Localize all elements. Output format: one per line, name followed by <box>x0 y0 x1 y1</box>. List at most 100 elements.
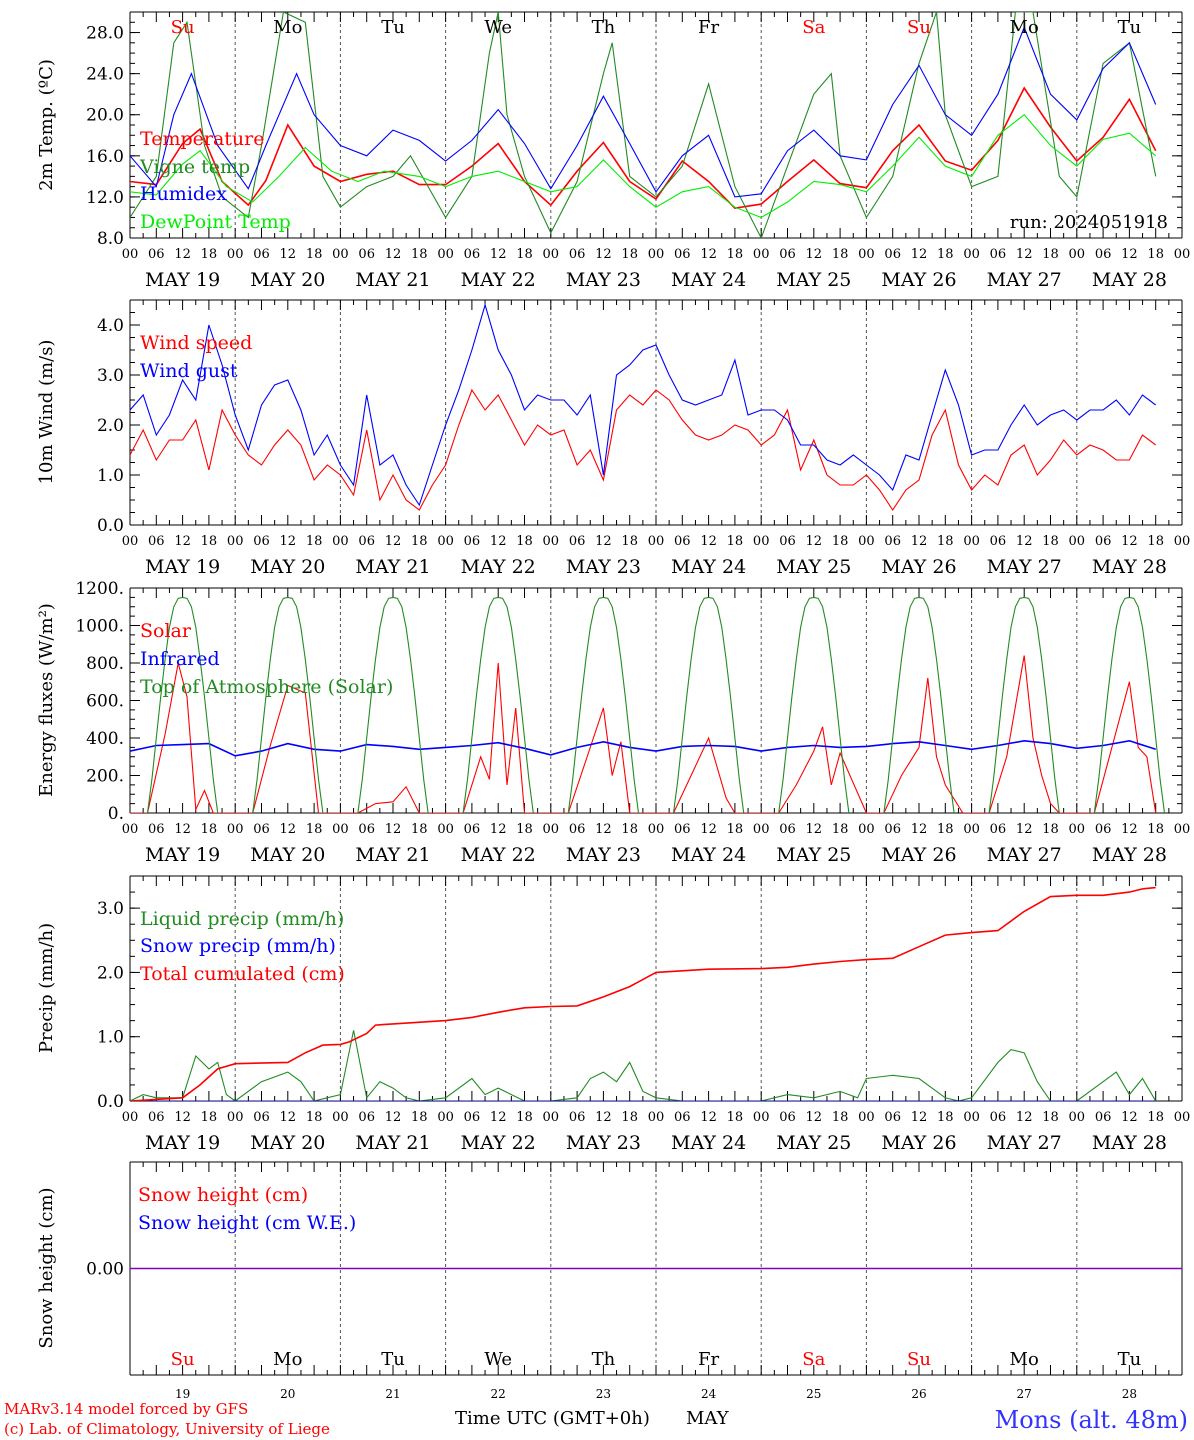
x-tick-label: 06 <box>148 247 165 262</box>
y-tick-label: 1000. <box>75 617 124 637</box>
x-tick-label: 18 <box>411 1110 428 1125</box>
x-tick-label: 00 <box>437 247 454 262</box>
x-tick-label: 12 <box>280 534 297 549</box>
x-tick-label: 00 <box>1069 247 1086 262</box>
x-tick-label: 06 <box>779 822 796 837</box>
x-tick-label: 06 <box>464 534 481 549</box>
date-label: MAY 19 <box>145 269 220 291</box>
legend-entry: Top of Atmosphere (Solar) <box>140 676 393 698</box>
x-tick-label: 06 <box>464 822 481 837</box>
station-name: Mons (alt. 48m) <box>995 1406 1188 1434</box>
weekday-label: Th <box>592 1349 616 1370</box>
x-tick-label: 12 <box>1121 247 1138 262</box>
date-label: MAY 25 <box>776 556 851 578</box>
x-tick-label: 12 <box>385 1110 402 1125</box>
date-label: MAY 21 <box>355 844 430 866</box>
x-tick-label: 06 <box>674 247 691 262</box>
x-tick-label: 00 <box>858 247 875 262</box>
date-label: MAY 19 <box>145 1132 220 1154</box>
x-tick-label: 18 <box>306 534 323 549</box>
x-tick-label: 06 <box>148 534 165 549</box>
weekday-label: Tu <box>381 17 405 38</box>
x-tick-label: 18 <box>201 1110 218 1125</box>
day-number-label: 21 <box>385 1387 400 1401</box>
day-number-label: 20 <box>280 1387 295 1401</box>
x-tick-label: 00 <box>858 534 875 549</box>
x-tick-label: 12 <box>490 247 507 262</box>
date-label: MAY 19 <box>145 556 220 578</box>
x-tick-label: 00 <box>332 822 349 837</box>
x-tick-label: 18 <box>937 534 954 549</box>
x-tick-label: 12 <box>1016 534 1033 549</box>
x-tick-label: 00 <box>543 534 560 549</box>
weekday-label: Su <box>907 17 931 38</box>
weekday-label: Mo <box>1010 17 1039 38</box>
x-tick-label: 06 <box>148 1110 165 1125</box>
date-label: MAY 23 <box>566 844 641 866</box>
weekday-label: Sa <box>802 17 825 38</box>
run-annotation: run: 2024051918 <box>1010 212 1168 233</box>
date-label: MAY 22 <box>461 269 536 291</box>
x-tick-label: 12 <box>911 247 928 262</box>
series-group <box>130 12 1157 238</box>
x-tick-label: 12 <box>806 247 823 262</box>
chart-panel-4: 00 06 12 18 MAY 19 00 06 12 18 MAY 20 00 06 12 18 MAY … <box>36 875 1191 1154</box>
weekday-label: Sa <box>802 1349 825 1370</box>
date-label: MAY 23 <box>566 556 641 578</box>
y-tick-label: 0.00 <box>86 1260 124 1280</box>
y-axis-label: Energy fluxes (W/m²) <box>36 603 57 797</box>
x-tick-label: 00 <box>1174 1110 1191 1125</box>
legend-entry: Vigne temp <box>139 156 250 178</box>
x-tick-label: 00 <box>227 534 244 549</box>
x-tick-label: 06 <box>674 822 691 837</box>
y-tick-label: 28.0 <box>86 24 124 44</box>
chart-panel-3: 00 06 12 18 MAY 19 00 06 12 18 MAY 20 00 06 12 18 MAY … <box>36 579 1190 866</box>
x-tick-label: 06 <box>990 247 1007 262</box>
x-tick-label: 06 <box>1095 822 1112 837</box>
x-tick-label: 06 <box>253 1110 270 1125</box>
x-tick-label: 00 <box>227 1110 244 1125</box>
series-line <box>130 25 1157 198</box>
date-label: MAY 26 <box>881 269 956 291</box>
x-tick-label: 00 <box>753 247 770 262</box>
x-tick-label: 00 <box>332 534 349 549</box>
x-tick-label: 18 <box>306 1110 323 1125</box>
date-label: MAY 28 <box>1092 556 1167 578</box>
x-tick-label: 12 <box>385 822 402 837</box>
date-label: MAY 21 <box>355 1132 430 1154</box>
y-tick-label: 12.0 <box>86 188 124 208</box>
date-label: MAY 27 <box>987 269 1062 291</box>
date-label: MAY 22 <box>461 1132 536 1154</box>
date-label: MAY 28 <box>1092 1132 1167 1154</box>
x-tick-label: 00 <box>122 1110 139 1125</box>
x-tick-label: 00 <box>753 534 770 549</box>
y-tick-label: 3.0 <box>97 366 124 386</box>
x-tick-label: 18 <box>727 1110 744 1125</box>
date-label: MAY 26 <box>881 1132 956 1154</box>
lab-credit-text: (c) Lab. of Climatology, University of L… <box>4 1420 330 1438</box>
weekday-label: Mo <box>273 17 302 38</box>
date-label: MAY 28 <box>1092 844 1167 866</box>
x-tick-label: 18 <box>1147 247 1164 262</box>
x-tick-label: 06 <box>779 247 796 262</box>
x-tick-label: 12 <box>1121 1110 1138 1125</box>
date-label: MAY 20 <box>250 269 325 291</box>
x-tick-label: 06 <box>358 1110 375 1125</box>
date-label: MAY 25 <box>776 844 851 866</box>
x-tick-label: 00 <box>122 534 139 549</box>
x-tick-label: 18 <box>621 247 638 262</box>
x-tick-label: 12 <box>174 534 191 549</box>
y-tick-label: 800. <box>86 654 124 674</box>
x-tick-label: 06 <box>1095 247 1112 262</box>
weekday-label: Su <box>907 1349 931 1370</box>
series-line <box>130 655 1157 813</box>
date-label: MAY 27 <box>987 844 1062 866</box>
x-tick-label: 12 <box>700 1110 717 1125</box>
weekday-label: Th <box>592 17 616 38</box>
weekday-label: Tu <box>1118 17 1142 38</box>
y-tick-label: 200. <box>86 767 124 787</box>
x-tick-label: 06 <box>884 1110 901 1125</box>
x-tick-label: 06 <box>884 822 901 837</box>
x-tick-label: 12 <box>490 534 507 549</box>
series-line <box>130 886 1156 1101</box>
